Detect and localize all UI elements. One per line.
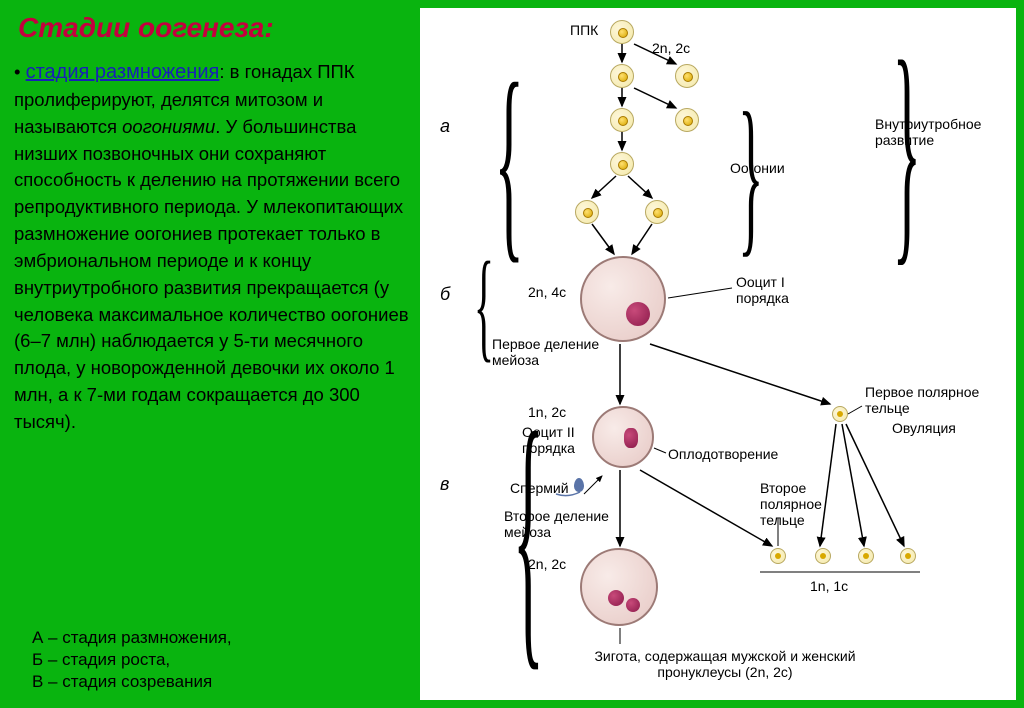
- stage-letter-c: в: [440, 474, 449, 495]
- brace-a: {: [494, 51, 524, 269]
- label-2n4c: 2n, 4c: [528, 284, 566, 300]
- brace-b: {: [474, 244, 494, 367]
- cell-oogonia: [610, 64, 634, 88]
- stage-letter-a: а: [440, 116, 450, 137]
- label-polar2: Второе полярное тельце: [760, 480, 850, 528]
- oogonia-term: оогониями: [122, 116, 215, 137]
- body-text: • стадия размножения: в гонадах ППК прол…: [14, 58, 414, 436]
- label-polar1: Первое полярное тельце: [865, 384, 1005, 416]
- brace-c: {: [513, 390, 544, 678]
- diagram-panel: ППК 2n, 2c Оогонии Внутриутробное развит…: [420, 8, 1016, 700]
- cell-polar-body: [770, 548, 786, 564]
- cell-ppk: [610, 20, 634, 44]
- cell-polar-body-1: [832, 406, 848, 422]
- cell-oogonia: [610, 152, 634, 176]
- cell-polar-body: [815, 548, 831, 564]
- cell-oogonia: [675, 108, 699, 132]
- label-1n1c: 1n, 1c: [810, 578, 848, 594]
- cell-zygote: [580, 548, 658, 626]
- cell-polar-body: [858, 548, 874, 564]
- legend-c: В – стадия созревания: [32, 672, 212, 692]
- label-ppk: ППК: [570, 22, 598, 38]
- cell-oogonia: [675, 64, 699, 88]
- stage-reproduction-label: стадия размножения: [26, 61, 220, 83]
- page-title: Стадии оогенеза:: [18, 12, 274, 44]
- cell-oogonia: [610, 108, 634, 132]
- legend-a: А – стадия размножения,: [32, 628, 232, 648]
- label-zygote: Зигота, содержащая мужской и женский про…: [560, 648, 890, 680]
- cell-oogonia: [645, 200, 669, 224]
- cell-polar-body: [900, 548, 916, 564]
- cell-oocyte-1: [580, 256, 666, 342]
- legend-b: Б – стадия роста,: [32, 650, 170, 670]
- body-text-2: . У большинства низших позвоночных они с…: [14, 116, 409, 432]
- label-fert: Оплодотворение: [668, 446, 778, 462]
- label-meiosis1: Первое деление мейоза: [492, 336, 632, 368]
- brace-intra: }: [893, 25, 922, 273]
- brace-oogonii: }: [738, 86, 763, 262]
- label-ovul: Овуляция: [892, 420, 956, 436]
- label-oocyte1: Ооцит I порядка: [736, 274, 826, 306]
- cell-oogonia: [575, 200, 599, 224]
- stage-letter-b: б: [440, 284, 450, 305]
- label-2n2c: 2n, 2c: [652, 40, 690, 56]
- sperm-icon: [574, 478, 584, 492]
